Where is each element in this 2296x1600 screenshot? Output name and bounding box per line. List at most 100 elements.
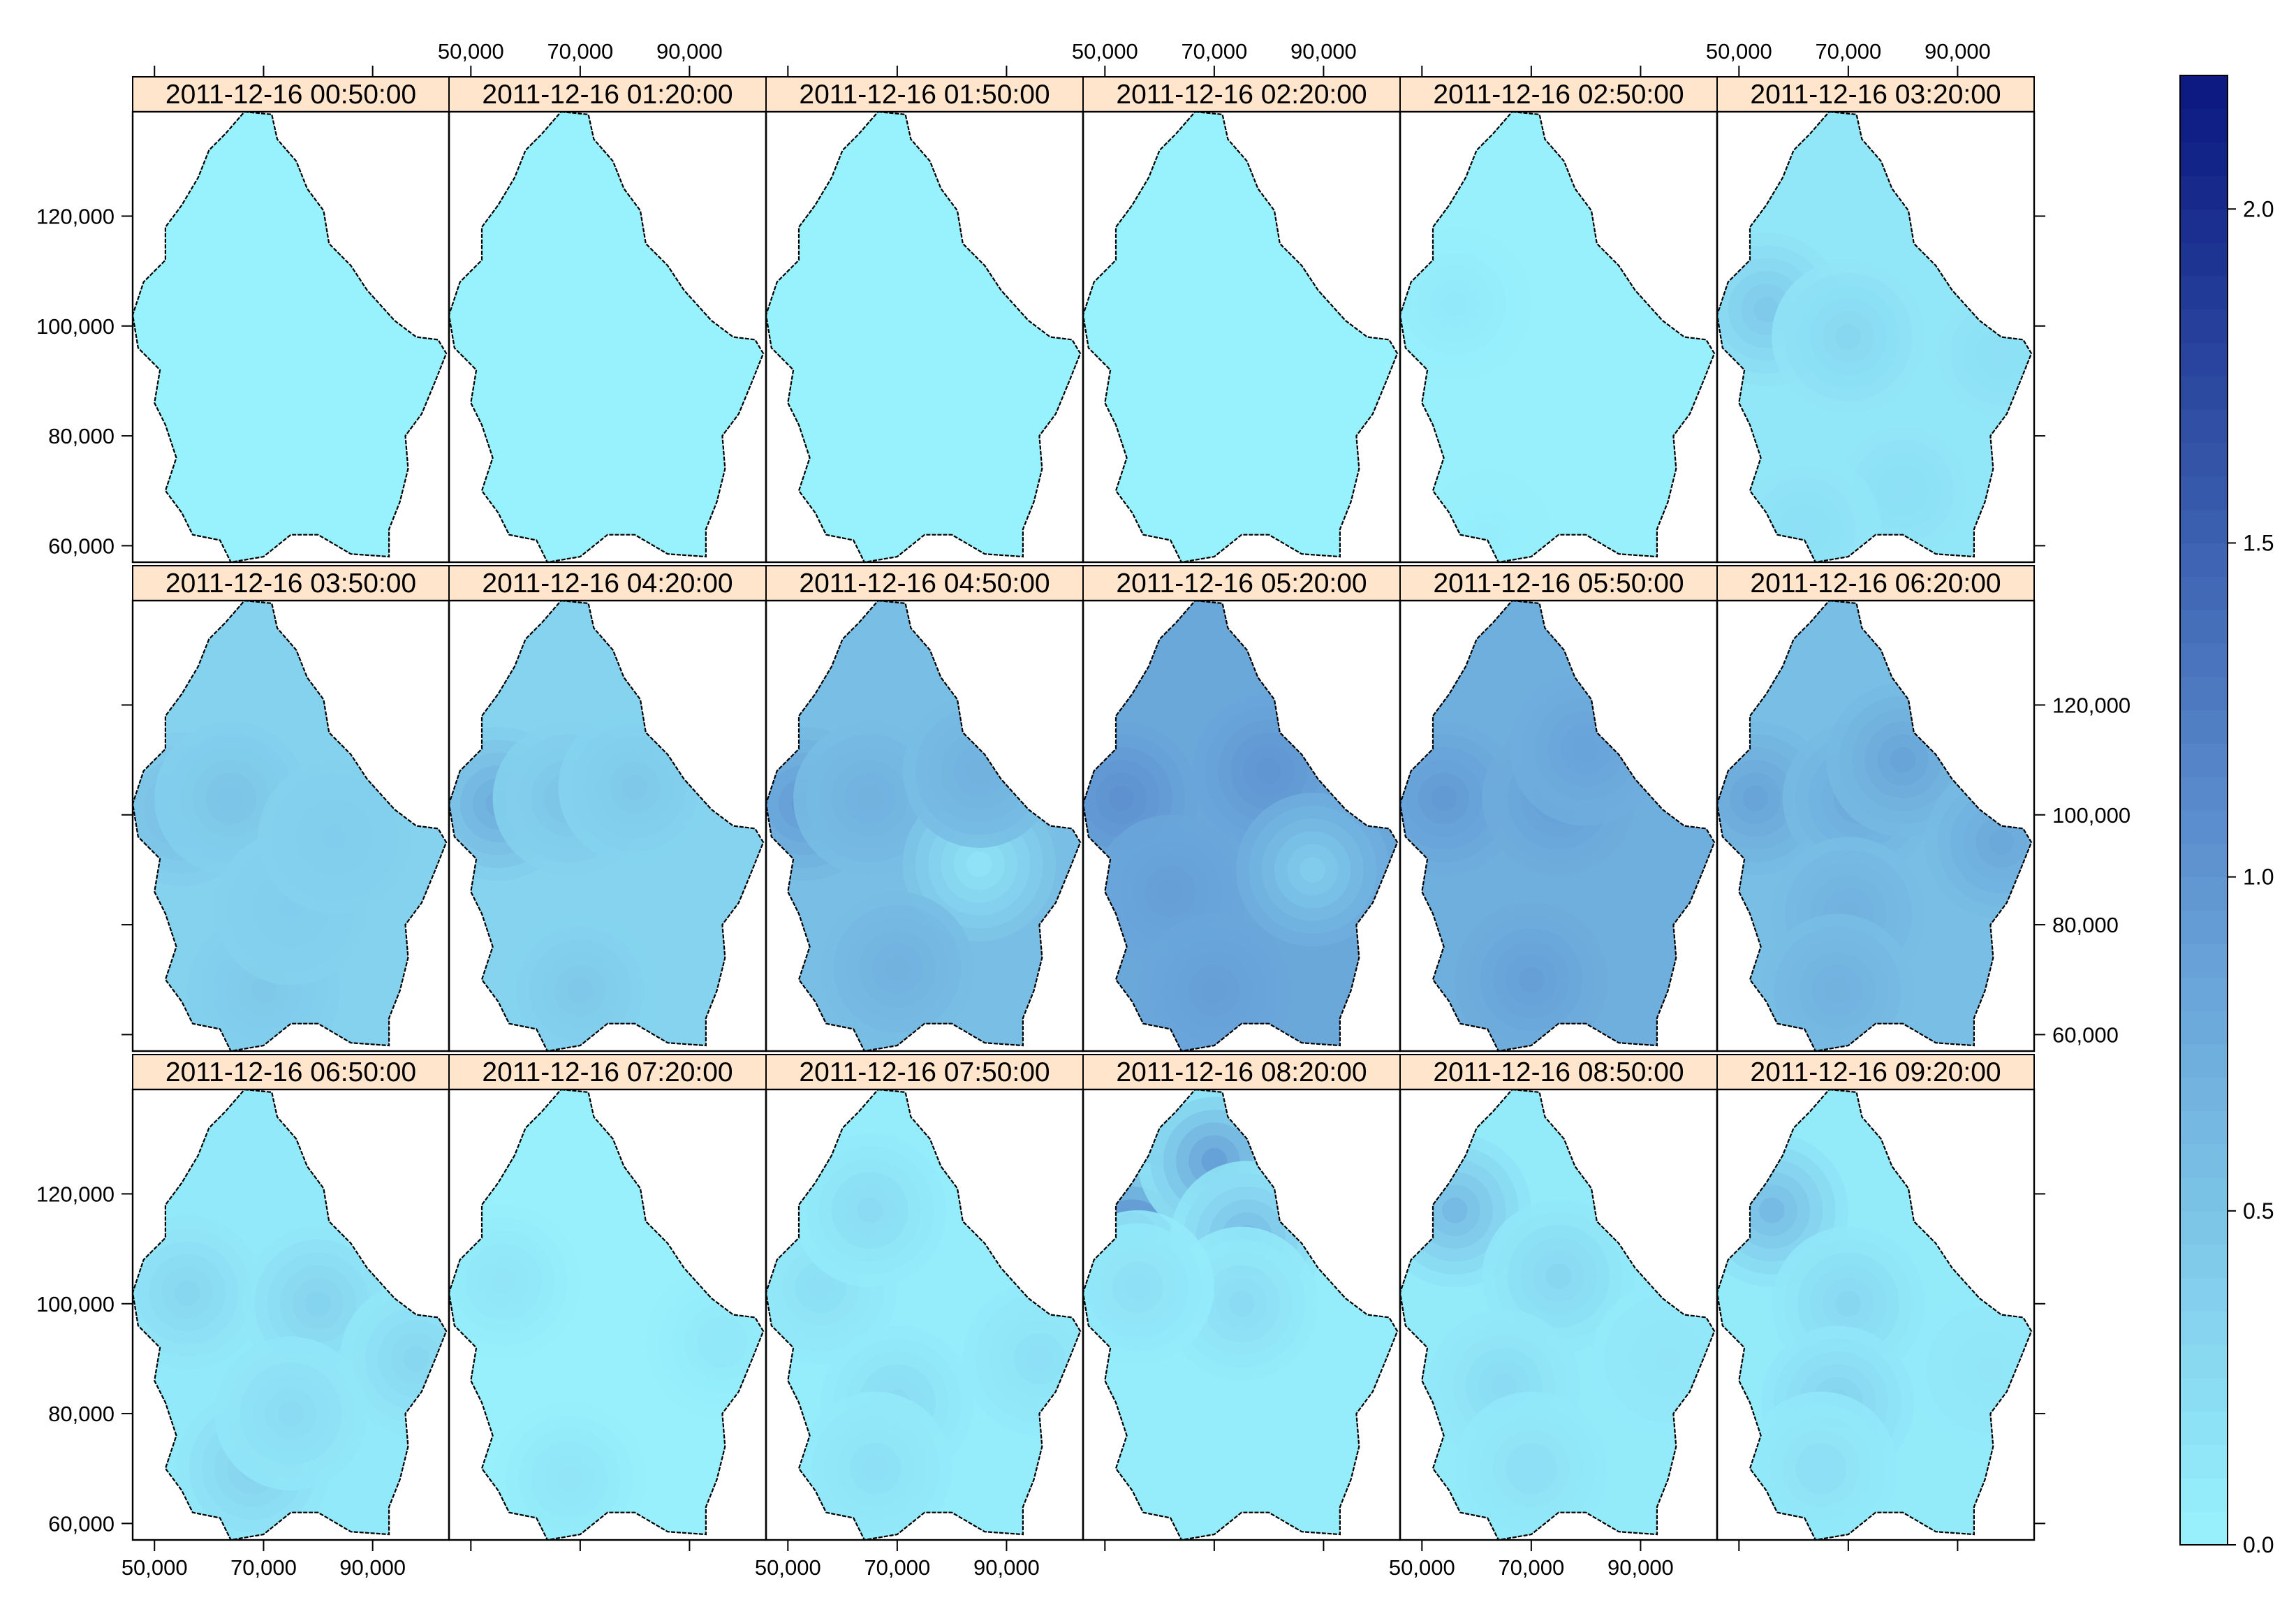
y-tick-label: 100,000 [36,1292,115,1316]
contour-blob [1988,340,2015,367]
country-boundary [765,110,1082,564]
x-tick-label: 70,000 [1498,1555,1564,1580]
panel: 2011-12-16 09:20:00 [1716,1054,2036,1541]
colorkey-band [2180,743,2228,777]
colorkey-band [2180,1244,2228,1278]
x-tick-label: 50,000 [438,39,504,64]
panel-frame [1716,1088,2036,1541]
panel-field [133,1089,447,1540]
x-tick-label: 90,000 [973,1555,1040,1580]
contour-blob [857,785,883,812]
colorkey-band [2180,509,2228,543]
contour-blob [1201,978,1228,1004]
contour-blob [1978,1356,2003,1383]
colorkey-band [2180,543,2228,577]
colorkey-band [2180,1043,2228,1078]
colorkey-band [2180,142,2228,176]
contour-blob [1655,1346,1681,1372]
strip-label: 2011-12-16 02:50:00 [1433,80,1684,110]
contour-blob [1157,879,1184,905]
contour-blob [857,1197,883,1224]
colorkey-band [2180,476,2228,511]
contour-blob [321,823,348,850]
strip [132,565,450,601]
strip-label: 2011-12-16 03:20:00 [1750,80,2001,110]
contour-blob [403,1346,429,1372]
x-tick-label: 50,000 [755,1555,821,1580]
contour-blob [1573,736,1599,762]
colorkey-band [2180,1444,2228,1478]
colorkey-band [2180,1177,2228,1212]
x-tick-label: 70,000 [1181,39,1247,64]
panel-field [766,1089,1081,1540]
colorkey-band [2180,242,2228,277]
panel: 2011-12-16 07:50:00 [765,1054,1084,1541]
panel-field [449,1089,764,1540]
colorkey-band [2180,676,2228,711]
country-boundary [448,110,765,564]
y-tick-label: 100,000 [36,314,115,339]
contour-blob [218,785,244,812]
colorkey-tick-label: 1.0 [2243,865,2274,890]
strip-label: 2011-12-16 05:50:00 [1433,568,1684,599]
panel-field [766,601,1081,1051]
colorkey-band [2180,209,2228,243]
strip-label: 2011-12-16 03:50:00 [165,568,416,599]
colorkey-tick-label: 2.0 [2243,196,2274,221]
strip [448,1054,767,1090]
x-tick-label: 90,000 [656,39,723,64]
panel-field [1400,601,1715,1051]
strip-label: 2011-12-16 05:20:00 [1116,568,1367,599]
panel: 2011-12-16 05:50:00 [1399,565,1719,1052]
panel: 2011-12-16 01:20:00 [448,76,767,564]
colorkey-band [2180,1144,2228,1178]
strip-label: 2011-12-16 06:20:00 [1750,568,2001,599]
contour-blob [1890,478,1916,504]
colorkey-band [2180,1077,2228,1111]
colorkey-band [2180,1377,2228,1412]
contour-blob [862,1455,888,1482]
panel-field [1083,601,1398,1051]
panel: 2011-12-16 07:20:00 [448,1054,767,1541]
contour-blob [1808,1455,1834,1482]
x-tick-label: 70,000 [230,1555,297,1580]
colorkey-frame [2179,75,2228,1546]
contour-blob [1791,516,1818,543]
y-tick-label: 120,000 [36,1182,115,1206]
contour-blob [174,1279,200,1306]
contour-blob [808,1274,834,1300]
colorkey-band [2180,175,2228,210]
contour-blob [1256,758,1282,784]
colorkey-band [2180,75,2228,110]
country-boundary [448,1088,765,1541]
panel: 2011-12-16 05:20:00 [1082,565,1401,1052]
panel-field [766,112,1081,562]
contour-blob [556,1467,582,1492]
strip [765,76,1084,112]
colorkey-band [2180,810,2228,844]
contour-blob [1759,1197,1785,1224]
panel-frame [1716,110,2036,564]
contour-blob [1518,967,1545,993]
strip-label: 2011-12-16 09:20:00 [1750,1057,2001,1087]
x-tick-label: 50,000 [1072,39,1138,64]
y-tick-label: 60,000 [48,1511,115,1536]
country-boundary [448,599,765,1052]
panel-field [1400,112,1715,562]
colorkey-band [2180,610,2228,644]
axes-layer: 50,000 70,000 90,000 50,000 70,000 90,000 50,0… [36,39,2131,1580]
colorkey-band [2180,1411,2228,1446]
contour-blob [1431,785,1457,812]
strip [1716,565,2035,601]
colorkey: 0.0 0.5 1.0 1.5 2.0 [2179,75,2274,1557]
colorkey-band [2180,576,2228,610]
y-tick-label: 80,000 [2052,913,2119,937]
colorkey-band [2180,1010,2228,1045]
panel-field [449,112,764,562]
strip-label: 2011-12-16 01:20:00 [482,80,733,110]
colorkey-band [2180,710,2228,744]
contour-blob [1125,1274,1151,1300]
colorkey-tick-label: 1.5 [2243,530,2274,555]
panel: 2011-12-16 01:50:00 [765,76,1084,564]
x-tick-label: 90,000 [339,1555,406,1580]
